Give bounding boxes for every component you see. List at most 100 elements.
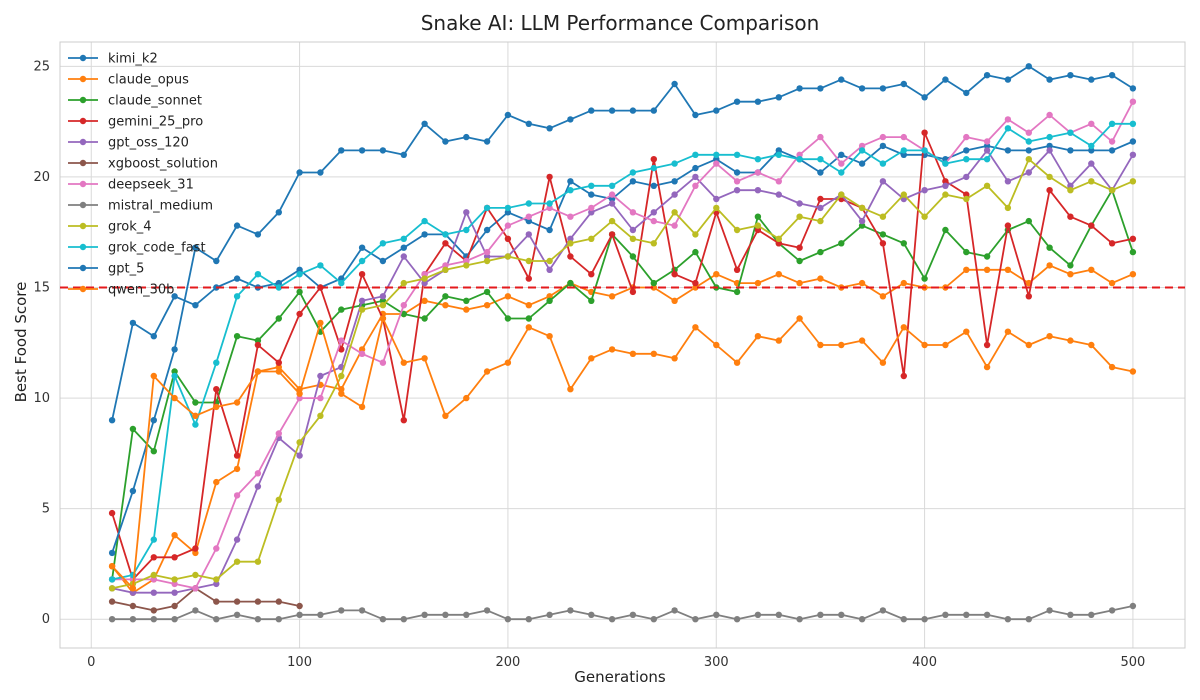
data-point: [275, 363, 282, 371]
data-point: [400, 302, 407, 309]
data-point: [442, 293, 449, 300]
data-point: [317, 394, 324, 402]
data-point: [588, 182, 595, 189]
series-line: [111, 189, 1134, 580]
data-point: [567, 240, 574, 247]
data-point: [317, 611, 324, 618]
data-point: [254, 337, 262, 344]
series-line: [111, 149, 1134, 594]
data-point: [358, 271, 366, 278]
data-point: [1025, 293, 1033, 300]
data-point: [796, 213, 803, 220]
data-point: [254, 483, 262, 490]
data-point: [838, 76, 845, 83]
y-tick-label: 5: [42, 502, 50, 517]
data-point: [963, 133, 970, 141]
data-point: [963, 611, 970, 618]
data-point: [858, 204, 866, 212]
data-point: [233, 222, 241, 229]
series-line: [111, 122, 1133, 581]
data-point: [1046, 607, 1053, 614]
data-point: [921, 94, 928, 101]
data-point: [525, 213, 532, 220]
data-point: [296, 266, 303, 273]
data-point: [608, 182, 616, 189]
series-qwen_30b: [108, 315, 1137, 592]
legend-item: claude_opus: [68, 73, 189, 88]
data-point: [588, 107, 595, 114]
data-point: [1129, 85, 1137, 92]
data-point: [608, 191, 616, 198]
data-point: [650, 279, 657, 287]
data-point: [421, 279, 428, 287]
data-point: [213, 580, 220, 588]
data-point: [400, 310, 407, 318]
data-point: [588, 235, 595, 242]
data-point: [400, 417, 407, 424]
data-point: [1004, 616, 1012, 623]
data-point: [192, 244, 199, 251]
data-point: [400, 616, 407, 623]
data-point: [525, 616, 532, 623]
x-axis-label: Generations: [574, 668, 666, 686]
data-point: [504, 222, 512, 229]
data-point: [546, 611, 553, 618]
data-point: [400, 244, 407, 251]
legend-item: grok_4: [68, 220, 152, 235]
data-point: [108, 549, 116, 557]
data-point: [1108, 607, 1116, 614]
data-point: [754, 213, 762, 220]
data-point: [608, 231, 616, 238]
legend-label: grok_4: [108, 220, 152, 235]
data-point: [1067, 72, 1074, 79]
data-point: [796, 257, 803, 265]
data-point: [733, 169, 741, 176]
legend-label: gpt_5: [108, 262, 144, 277]
tick-labels: 0 100 200 300 400 500 0 5 10 15 20 25: [33, 59, 1145, 670]
data-point: [254, 368, 262, 375]
data-point: [129, 487, 137, 495]
series-line: [111, 587, 300, 612]
legend: kimi_k2 claude_opus claude_sonnet gemini_25…: [68, 52, 218, 298]
data-point: [296, 439, 303, 446]
series-line: [111, 131, 1134, 581]
series-claude_opus: [108, 262, 1137, 596]
data-point: [275, 279, 282, 287]
data-point: [1108, 147, 1116, 154]
data-point: [963, 328, 970, 335]
data-point: [129, 616, 137, 623]
data-point: [879, 293, 887, 300]
data-point: [567, 213, 574, 220]
legend-swatch-marker: [79, 54, 87, 62]
data-point: [338, 607, 345, 614]
data-point: [608, 616, 616, 623]
data-point: [296, 611, 303, 618]
data-point: [463, 306, 470, 313]
legend-item: gemini_25_pro: [68, 115, 203, 130]
data-point: [421, 611, 428, 618]
data-point: [1067, 182, 1074, 189]
data-point: [1088, 178, 1095, 185]
data-point: [879, 85, 887, 92]
data-point: [442, 231, 449, 238]
data-point: [942, 178, 949, 185]
data-point: [754, 169, 762, 176]
data-point: [879, 178, 887, 185]
data-point: [1108, 120, 1116, 128]
data-point: [838, 191, 845, 198]
data-point: [879, 160, 887, 167]
data-point: [692, 173, 699, 181]
data-point: [1025, 616, 1033, 623]
data-point: [483, 288, 491, 296]
data-point: [858, 279, 866, 287]
data-point: [1004, 116, 1012, 123]
data-point: [733, 616, 741, 623]
data-point: [358, 244, 366, 251]
data-point: [900, 133, 907, 141]
data-point: [442, 412, 449, 419]
data-point: [108, 509, 116, 517]
data-point: [1025, 147, 1033, 154]
data-point: [900, 279, 907, 287]
data-point: [567, 235, 574, 242]
